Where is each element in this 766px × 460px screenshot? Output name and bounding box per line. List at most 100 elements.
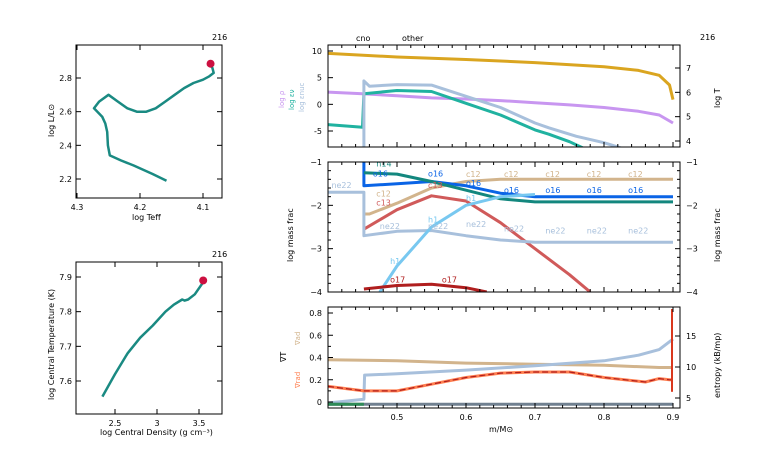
bot-ytick-label: 0.6 <box>309 331 322 340</box>
entropy-label: entropy (kB/mp) <box>713 333 722 398</box>
log-mass-frac-left-label: log mass frac <box>286 208 295 262</box>
mid-annotation-ne22: ne22 <box>380 222 400 231</box>
center-track-line <box>101 281 205 398</box>
mid-series-o17 <box>363 282 488 292</box>
center-lines <box>101 276 208 398</box>
top-panel-frame <box>327 44 681 148</box>
mid-ytick-label: −1 <box>310 158 322 167</box>
hr-ytick-label: 2.2 <box>59 175 72 184</box>
bot-xtick-label: 0.6 <box>460 413 473 422</box>
mid-annotation-ne22: ne22 <box>545 227 565 236</box>
mid-annotation-o17: o17 <box>390 275 405 284</box>
mid-ytick-right-label: −4 <box>686 288 698 297</box>
center-title: 216 <box>212 250 227 259</box>
log-mass-frac-right-label: log mass frac <box>713 208 722 262</box>
mid-annotation-c13: c13 <box>428 181 443 190</box>
mid-ytick-label: −2 <box>310 201 322 210</box>
hr-track-line <box>92 63 215 182</box>
mid-annotation-h1: h1 <box>390 257 400 266</box>
mid-annotation-ne22: ne22 <box>587 227 607 236</box>
mid-annotation-o16: o16 <box>504 186 519 195</box>
nabla-ad-label: ∇ad <box>294 332 302 346</box>
bot-ytick-right-label: 10 <box>686 363 696 372</box>
top-series-log-rho <box>328 90 674 125</box>
hr-lines <box>92 59 215 182</box>
bot-series-entropy <box>328 337 674 405</box>
center-ytick-label: 7.7 <box>59 342 72 351</box>
bottom-panel-lines <box>328 309 674 406</box>
profile-panels: 216 cno other n14o16ne22c12c13ne22o16c13… <box>278 33 722 434</box>
profile-xlabel: m/M⊙ <box>489 425 513 434</box>
mid-annotation-o16: o16 <box>428 169 443 178</box>
mid-annotation-n14: n14 <box>376 159 391 168</box>
top-ytick-label: 0 <box>317 100 322 109</box>
mid-annotation-c12: c12 <box>466 170 481 179</box>
center-xtick-label: 3 <box>154 419 159 428</box>
bot-ytick-label: 0.4 <box>309 354 322 363</box>
mid-annotation-h1: h1 <box>428 216 438 225</box>
mid-series-n14 <box>363 171 673 204</box>
bot-series-grad-ad <box>328 358 673 369</box>
mid-annotation-c13: c13 <box>376 198 391 207</box>
top-series-log-eps_nu <box>328 89 584 147</box>
bot-ytick-right-label: 15 <box>686 332 696 341</box>
hr-xtick-label: 4.1 <box>197 203 210 212</box>
cno-label: cno <box>356 34 370 43</box>
mid-series-c13 <box>363 194 592 292</box>
hr-diagram-panel: 216 4.3 4.2 4.1 2.2 2.4 2.6 2.8 log Teff log L… <box>47 33 227 222</box>
mid-annotation-c12: c12 <box>376 190 391 199</box>
mid-ytick-right-label: −2 <box>686 201 698 210</box>
middle-panel-frame <box>327 161 681 293</box>
bot-series-grad-T <box>328 371 673 392</box>
mid-annotation-c12: c12 <box>545 170 560 179</box>
mid-annotation-ne22: ne22 <box>331 181 351 190</box>
mid-series-h1 <box>378 193 536 292</box>
top-ytick-label: 5 <box>317 74 322 83</box>
center-ticks: 2.5 3 3.5 7.6 7.7 7.8 7.9 <box>59 262 222 428</box>
mid-annotation-h1: h1 <box>466 194 476 203</box>
mid-annotation-o16: o16 <box>373 169 388 178</box>
mid-ytick-right-label: −1 <box>686 158 698 167</box>
mid-annotation-c12: c12 <box>587 170 602 179</box>
log-eps-nuc-label: log εnuc <box>298 82 306 112</box>
center-xlabel: log Central Density (g cm⁻³) <box>100 428 213 437</box>
mid-series-ne22 <box>328 190 673 244</box>
hr-frame <box>75 44 223 199</box>
top-panel-lines <box>328 51 675 147</box>
bot-xtick-label: 0.5 <box>391 413 404 422</box>
log-rho-label: log ρ <box>278 90 286 108</box>
mid-annotation-ne22: ne22 <box>428 222 448 231</box>
profile-title: 216 <box>700 33 715 42</box>
top-series-log-t <box>328 51 675 100</box>
center-xtick-label: 3.5 <box>193 419 206 428</box>
mid-ytick-right-label: −3 <box>686 245 698 254</box>
center-current-marker <box>199 276 208 285</box>
bot-xtick-label: 0.9 <box>667 413 680 422</box>
mid-ytick-label: −3 <box>310 245 322 254</box>
mid-annotation-ne22: ne22 <box>628 227 648 236</box>
mid-annotation-c12: c12 <box>504 170 519 179</box>
bot-ytick-label: 0.2 <box>309 376 322 385</box>
hr-ylabel: log L/L⊙ <box>47 104 56 137</box>
hr-ytick-label: 2.4 <box>59 141 72 150</box>
top-ytick-label: -5 <box>314 127 322 136</box>
mid-annotation-o16: o16 <box>628 186 643 195</box>
hr-ytick-label: 2.6 <box>59 108 72 117</box>
hr-xtick-label: 4.3 <box>71 203 84 212</box>
bottom-panel-frame <box>327 306 681 409</box>
hr-xlabel: log Teff <box>132 213 161 222</box>
center-ytick-label: 7.8 <box>59 308 72 317</box>
hr-ytick-label: 2.8 <box>59 74 72 83</box>
bot-xtick-label: 0.8 <box>598 413 611 422</box>
top-ytick-right-label: 6 <box>686 88 691 97</box>
center-ylabel: log Central Temperature (K) <box>47 289 56 400</box>
center-xtick-label: 2.5 <box>109 419 122 428</box>
center-ytick-label: 7.6 <box>59 377 72 386</box>
top-ytick-right-label: 5 <box>686 113 691 122</box>
mid-annotation-ne22: ne22 <box>466 220 486 229</box>
mid-annotation-o16: o16 <box>587 186 602 195</box>
central-conditions-panel: 216 2.5 3 3.5 7.6 7.7 7.8 7.9 log Central Dens… <box>47 250 227 437</box>
hr-title: 216 <box>212 33 227 42</box>
log-T-label: log T <box>713 88 722 108</box>
bot-ytick-label: 0.8 <box>309 309 322 318</box>
